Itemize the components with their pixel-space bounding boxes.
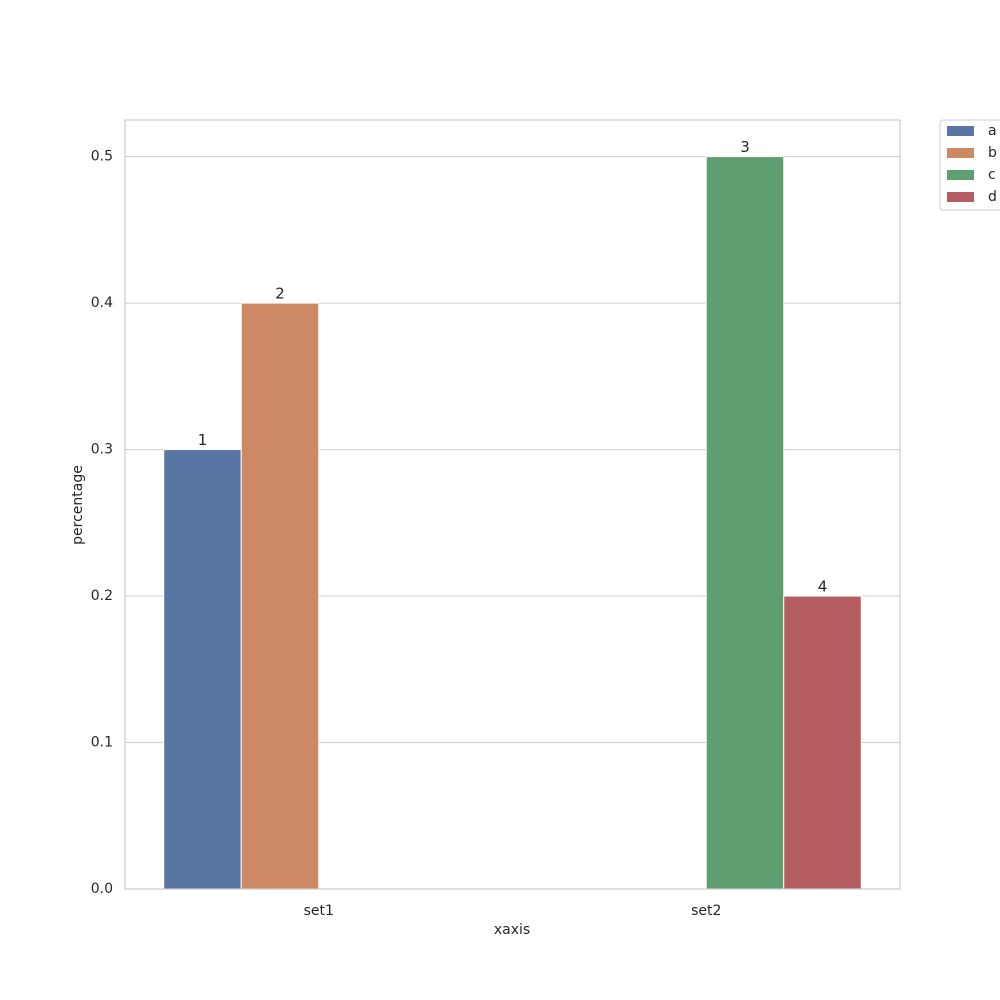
legend-swatch <box>947 170 974 180</box>
bar-annotation: 4 <box>818 578 828 596</box>
y-tick-label: 0.4 <box>91 295 113 311</box>
y-tick-label: 0.2 <box>91 588 113 604</box>
bar <box>705 156 785 890</box>
plot-frame <box>124 119 901 890</box>
legend-label: d <box>988 189 997 205</box>
legend-label: c <box>988 167 996 183</box>
legend-box <box>939 119 1000 211</box>
y-tick-label: 0.5 <box>91 149 113 165</box>
legend-swatch <box>947 192 974 202</box>
bar <box>240 302 320 890</box>
bar <box>163 449 242 890</box>
y-axis-label: percentage <box>70 465 86 545</box>
y-tick-label: 0.1 <box>91 735 113 751</box>
bar-annotation: 3 <box>740 138 750 156</box>
bar <box>783 595 862 890</box>
legend-label: b <box>988 145 997 161</box>
x-tick-label: set1 <box>304 903 334 919</box>
bar-annotation: 1 <box>198 431 208 449</box>
y-tick-label: 0.0 <box>91 881 113 897</box>
x-axis-label: xaxis <box>494 922 530 938</box>
legend-swatch <box>947 148 974 158</box>
x-tick-label: set2 <box>691 903 721 919</box>
bar-annotation: 2 <box>275 285 285 303</box>
y-tick-label: 0.3 <box>91 442 113 458</box>
legend-swatch <box>947 126 974 136</box>
legend-label: a <box>988 123 997 139</box>
